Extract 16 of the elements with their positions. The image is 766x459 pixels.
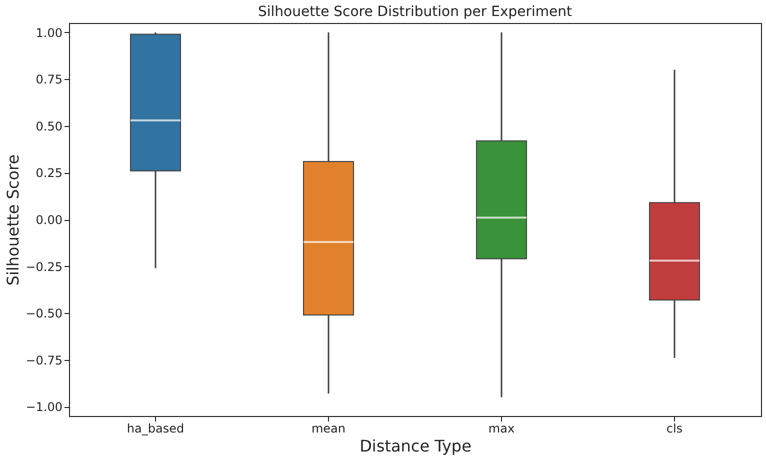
x-tick-label: mean xyxy=(311,422,346,436)
y-tick-label: −1.00 xyxy=(26,400,62,414)
x-tick-label: cls xyxy=(666,422,683,436)
y-tick-label: −0.50 xyxy=(26,306,62,321)
y-axis-title: Silhouette Score xyxy=(4,154,23,286)
y-tick-label: −0.25 xyxy=(26,260,62,274)
chart-title: Silhouette Score Distribution per Experiment xyxy=(258,4,573,20)
y-tick-label: −0.75 xyxy=(26,353,62,368)
x-tick-label: ha_based xyxy=(126,422,184,436)
y-tick-label: 0.75 xyxy=(36,72,62,87)
y-tick-label: 0.50 xyxy=(36,119,62,134)
x-axis-title: Distance Type xyxy=(360,436,472,456)
x-tick-label: max xyxy=(488,422,515,436)
y-tick-label: 0.25 xyxy=(36,166,62,180)
y-tick-label: 1.00 xyxy=(36,26,62,40)
y-tick-label: 0.00 xyxy=(36,213,62,227)
